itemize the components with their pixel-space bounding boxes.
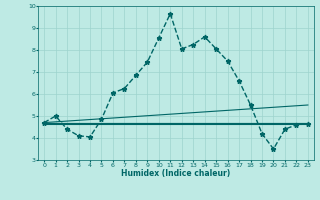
X-axis label: Humidex (Indice chaleur): Humidex (Indice chaleur) xyxy=(121,169,231,178)
